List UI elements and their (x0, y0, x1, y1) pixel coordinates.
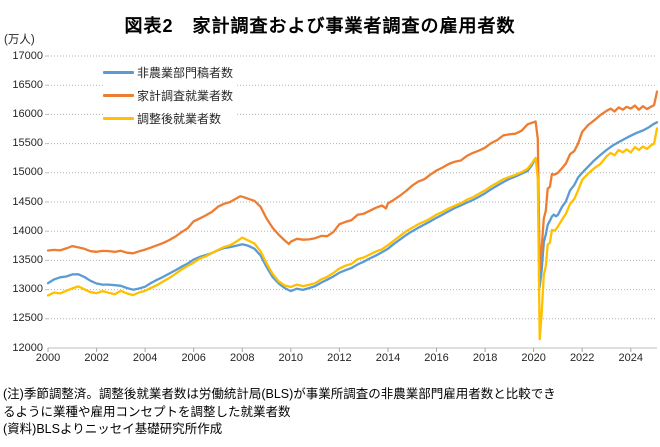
legend-item-adjusted-employment: 調整後就業者数 (103, 110, 233, 126)
x-axis-tick-label: 2008 (230, 352, 255, 364)
y-axis-tick-label: 13000 (12, 283, 43, 296)
y-axis-tick-label: 12000 (12, 341, 43, 354)
series-line-1 (46, 90, 659, 271)
legend-item-nonfarm-payroll: 非農業部門稿者数 (103, 64, 233, 80)
note-line: (注)季節調整済。調整後就業者数は労働統計局(BLS)が事業所調査の非農業部門雇… (3, 387, 556, 401)
y-axis-tick-label: 15500 (12, 137, 43, 150)
legend-line-swatch-blue (103, 70, 134, 74)
series-line-2 (46, 127, 659, 341)
x-axis-tick-label: 2016 (424, 352, 449, 364)
series-line-0 (46, 121, 659, 293)
y-axis-tick-label: 16000 (12, 107, 43, 120)
legend-item-household-survey: 家計調査就業者数 (103, 87, 233, 103)
note-line: るように業種や雇用コンセプトを調整した就業者数 (3, 404, 291, 419)
x-axis-tick-label: 2000 (35, 352, 61, 364)
x-axis-tick-label: 2006 (181, 352, 206, 364)
legend-label: 調整後就業者数 (137, 111, 222, 126)
y-axis-tick-label: 15000 (12, 166, 43, 179)
x-axis-tick-label: 2020 (521, 352, 546, 364)
chart-notes: (注)季節調整済。調整後就業者数は労働統計局(BLS)が事業所調査の非農業部門雇… (3, 386, 658, 439)
x-axis-tick-label: 2002 (84, 352, 109, 364)
y-axis-unit-label: (万人) (4, 34, 35, 46)
chart-legend: 非農業部門稿者数 家計調査就業者数 調整後就業者数 (103, 62, 238, 128)
y-axis-tick-label: 14500 (12, 195, 43, 208)
legend-label: 家計調査就業者数 (137, 88, 234, 103)
y-axis-tick-label: 16500 (12, 78, 43, 91)
x-axis-tick-label: 2022 (569, 352, 595, 364)
y-axis-tick-label: 13500 (12, 253, 43, 266)
x-axis-tick-label: 2024 (618, 352, 644, 364)
legend-line-swatch-orange (103, 93, 134, 97)
x-axis-tick-label: 2004 (132, 352, 158, 364)
y-axis-tick-label: 12500 (12, 312, 43, 325)
legend-line-swatch-yellow (103, 116, 134, 120)
x-axis-tick-label: 2018 (472, 352, 498, 364)
source-line: (資料)BLSよりニッセイ基礎研究所作成 (3, 422, 223, 436)
x-axis-tick-label: 2014 (375, 352, 401, 364)
chart-title: 図表2 家計調査および事業者調査の雇用者数 (124, 16, 516, 36)
x-axis-tick-label: 2010 (278, 352, 304, 364)
y-axis-tick-label: 14000 (12, 224, 43, 237)
y-axis-tick-label: 17000 (12, 49, 43, 62)
legend-label: 非農業部門稿者数 (137, 65, 234, 80)
x-axis-tick-label: 2012 (327, 352, 352, 364)
